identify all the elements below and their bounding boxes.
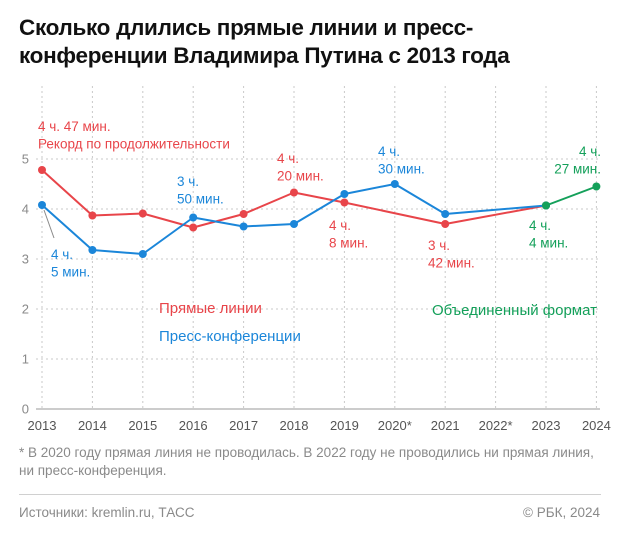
data-point-1	[138, 209, 147, 218]
data-label: 4 ч. 20 мин.	[277, 151, 324, 184]
divider	[19, 494, 601, 495]
data-point-1	[340, 198, 349, 207]
copyright-text: © РБК, 2024	[523, 505, 600, 520]
data-label: 3 ч. 50 мин.	[177, 174, 224, 207]
y-tick-label: 4	[22, 202, 29, 217]
x-tick-label: 2014	[78, 418, 107, 433]
data-label: 4 ч. 47 мин. Рекорд по продолжительности	[38, 119, 230, 152]
x-tick-label: 2021	[431, 418, 460, 433]
y-tick-label: 0	[22, 402, 29, 417]
data-point-2	[239, 222, 248, 231]
data-point-2	[138, 250, 147, 258]
y-tick-label: 2	[22, 302, 29, 317]
x-tick-label: 2023	[532, 418, 561, 433]
x-tick-label: 2017	[229, 418, 258, 433]
series-line-2	[41, 183, 547, 255]
x-tick-label: 2019	[330, 418, 359, 433]
source-text: Источники: kremlin.ru, ТАСС	[19, 505, 195, 520]
data-point-2	[189, 213, 198, 222]
x-tick-label: 2020*	[378, 418, 412, 433]
x-tick-label: 2022*	[479, 418, 513, 433]
data-point-1	[88, 211, 97, 220]
x-tick-label: 2013	[28, 418, 57, 433]
data-label: 4 ч. 4 мин.	[529, 218, 568, 251]
data-point-2	[340, 190, 349, 198]
data-point-2	[290, 220, 298, 228]
x-tick-label: 2024	[582, 418, 611, 433]
y-tick-label: 5	[22, 152, 29, 167]
data-point-1	[38, 166, 46, 174]
series-layer	[38, 166, 601, 258]
data-point-2	[38, 201, 46, 209]
y-tick-label: 1	[22, 352, 29, 367]
label-layer: 4 ч. 47 мин. Рекорд по продолжительности 4…	[38, 119, 601, 345]
data-point-2	[441, 210, 450, 218]
data-point-1	[290, 188, 298, 197]
data-label: 3 ч. 42 мин.	[428, 238, 475, 271]
x-tick-label: 2015	[128, 418, 157, 433]
legend-entry: Пресс-конференции	[159, 328, 301, 345]
data-point-1	[441, 220, 450, 228]
x-tick-label: 2018	[280, 418, 309, 433]
footnote: * В 2020 году прямая линия не проводилас…	[19, 445, 594, 478]
annotation-leader	[43, 209, 55, 239]
data-point-1	[239, 210, 248, 218]
chart-title: Сколько длились прямые линии и пресс-кон…	[19, 15, 510, 68]
data-label: 4 ч. 8 мин.	[329, 218, 368, 251]
data-label: 4 ч. 30 мин.	[378, 144, 425, 177]
x-tick-label: 2016	[179, 418, 208, 433]
data-point-3	[592, 182, 601, 191]
data-point-2	[88, 246, 97, 254]
data-label: 4 ч. 5 мин.	[51, 247, 90, 280]
data-label: 4 ч. 27 мин.	[554, 144, 601, 177]
data-point-2	[390, 180, 399, 188]
legend-entry: Прямые линии	[159, 300, 262, 317]
legend-entry: Объединенный формат	[432, 302, 597, 319]
data-point-3	[542, 201, 550, 210]
y-tick-label: 3	[22, 252, 29, 267]
series-line-3	[545, 185, 597, 207]
data-point-1	[189, 223, 198, 232]
